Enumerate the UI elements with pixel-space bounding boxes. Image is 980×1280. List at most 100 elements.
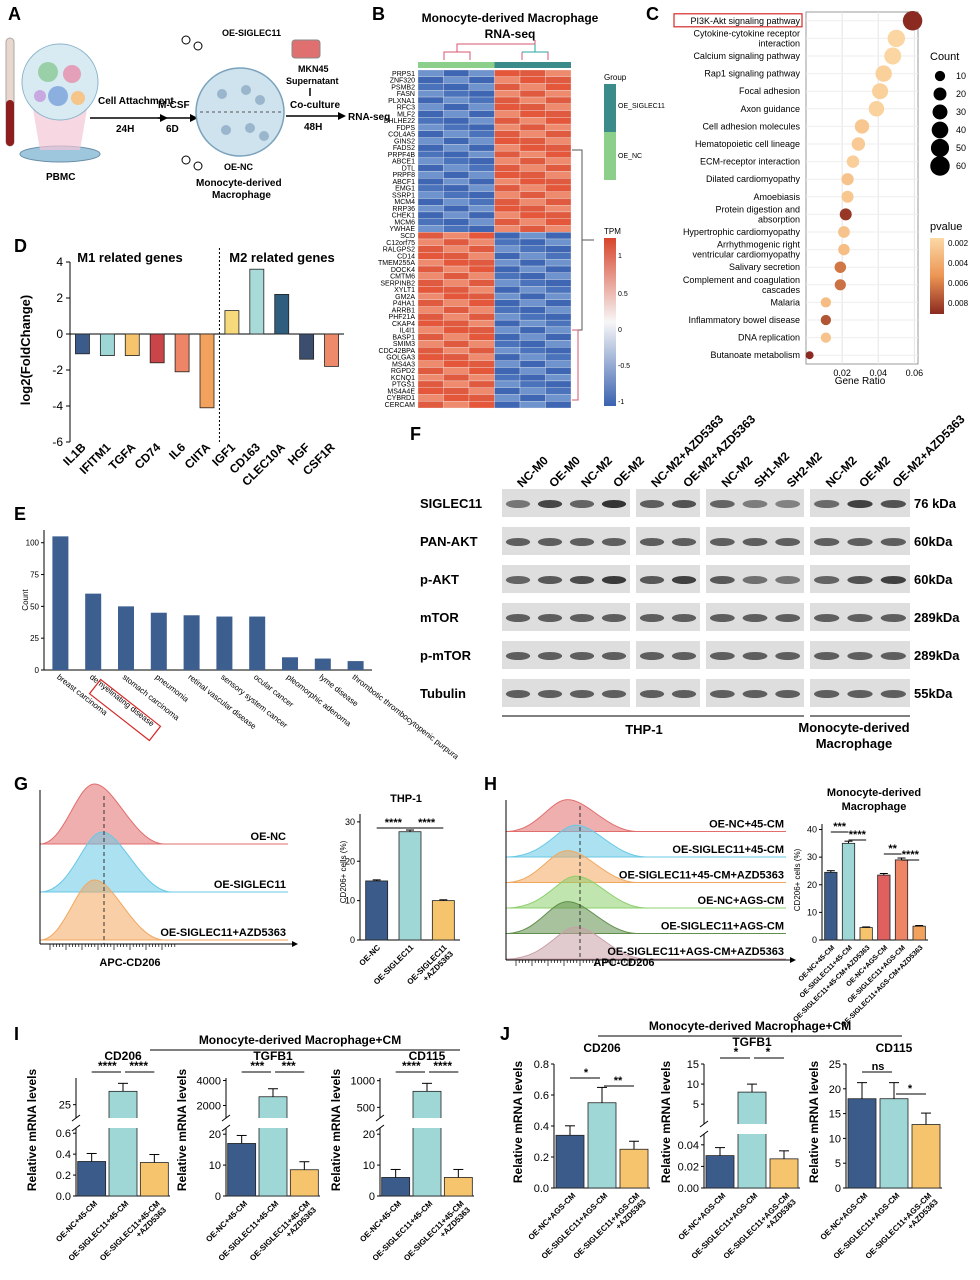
sig-label: ****: [849, 829, 867, 841]
heat-cell: [519, 353, 546, 361]
sig-label: ***: [282, 1059, 296, 1073]
heat-cell: [494, 103, 521, 111]
f-kda-label: 60kDa: [914, 572, 953, 587]
heat-cell: [417, 252, 444, 260]
heat-cell: [545, 306, 572, 314]
gene-label: RRP36: [392, 206, 415, 213]
heat-cell: [519, 286, 546, 294]
heat-cell: [443, 96, 470, 104]
f-band: [847, 690, 873, 698]
f-band: [775, 538, 801, 546]
heat-cell: [468, 191, 495, 199]
bar-ytick-label: 0: [812, 935, 817, 945]
panel-label-e: E: [14, 504, 26, 524]
f-lane-header: OE-M2: [856, 453, 893, 490]
heat-cell: [417, 184, 444, 192]
gene-label: KCNQ1: [391, 375, 415, 382]
f-lane-header: OE-M2: [610, 453, 647, 490]
heat-cell: [417, 272, 444, 280]
heat-cell: [417, 123, 444, 131]
f-band: [537, 614, 563, 622]
h-xlabel: APC-CD206: [593, 957, 654, 969]
count-legend-label: 20: [956, 89, 966, 99]
d-bar: [99, 333, 115, 357]
heat-cell: [494, 130, 521, 138]
m2-title: M2 related genes: [229, 250, 335, 265]
gene-label: FASN: [397, 91, 415, 98]
bar: [381, 1177, 411, 1197]
heat-cell: [519, 238, 546, 246]
f-row-label: Tubulin: [420, 686, 466, 701]
mdm-label-2: Macrophage: [212, 190, 271, 201]
heat-cell: [468, 299, 495, 307]
heat-cell: [417, 117, 444, 125]
pathway-label: Butanoate metabolism: [710, 350, 800, 360]
f-band: [505, 614, 531, 622]
heat-cell: [545, 225, 572, 233]
e-ytick-label: 25: [30, 634, 39, 643]
heat-cell: [443, 90, 470, 98]
heat-cell: [468, 313, 495, 321]
bar: [587, 1102, 617, 1189]
heat-cell: [494, 401, 521, 409]
heat-cell: [417, 103, 444, 111]
heat-cell: [545, 279, 572, 287]
gene-label: PRPF8: [392, 172, 415, 179]
heat-cell: [468, 69, 495, 77]
arrow-head-icon: [190, 114, 198, 122]
hist-curve: [505, 824, 647, 858]
panel-i-qpcr: Monocyte-derived Macrophage+CM Relative …: [25, 1033, 474, 1263]
hist-curve: [505, 799, 638, 832]
heat-cell: [519, 326, 546, 334]
heat-cell: [494, 144, 521, 152]
axis-break: [699, 1130, 709, 1138]
heat-cell: [468, 319, 495, 328]
bar: [824, 871, 838, 941]
heat-cell: [417, 130, 444, 138]
heat-cell: [443, 232, 470, 240]
f-lane-header: NC-M2: [719, 453, 756, 490]
f-lane-header: NC-M0: [514, 453, 551, 490]
pathway-label-line: Malaria: [770, 297, 800, 307]
f-band: [537, 538, 563, 546]
bar: [431, 900, 455, 941]
heat-cell: [417, 110, 444, 118]
d-bar: [324, 333, 339, 367]
heat-cell: [443, 313, 470, 321]
f-band: [505, 538, 531, 546]
heat-cell: [417, 299, 444, 307]
heat-cell: [519, 380, 546, 388]
heat-cell: [519, 245, 546, 253]
hist-curve: [505, 850, 638, 883]
heat-cell: [519, 299, 546, 307]
heat-cell: [494, 110, 521, 118]
blood-fill: [6, 100, 14, 146]
heat-cell: [494, 299, 521, 307]
heat-cell: [468, 218, 495, 226]
pbmc-label: PBMC: [46, 172, 75, 183]
pathway-label-line: absorption: [758, 214, 800, 224]
heat-cell: [443, 286, 470, 294]
heatmap-subtitle: RNA-seq: [485, 27, 536, 41]
heat-cell: [494, 286, 521, 294]
gene-label: SSRP1: [392, 192, 415, 199]
heat-cell: [468, 360, 495, 368]
f-band: [814, 652, 840, 660]
gene-label: XYLT1: [394, 287, 415, 294]
f-lane-header: OE-M2+AZD5363: [890, 412, 968, 490]
c-plot-frame: [805, 11, 919, 365]
e-ytick-label: 0: [35, 666, 40, 675]
c-bubble: [820, 332, 832, 343]
ytick-label: 20: [829, 1084, 841, 1096]
heat-cell: [545, 333, 572, 341]
heat-cell: [417, 387, 444, 395]
heat-cell: [519, 340, 546, 348]
heat-cell: [519, 347, 546, 355]
heat-cell: [545, 319, 572, 328]
heat-cell: [494, 394, 521, 402]
f-band: [569, 690, 595, 698]
heat-cell: [494, 326, 521, 334]
heat-cell: [468, 130, 495, 138]
